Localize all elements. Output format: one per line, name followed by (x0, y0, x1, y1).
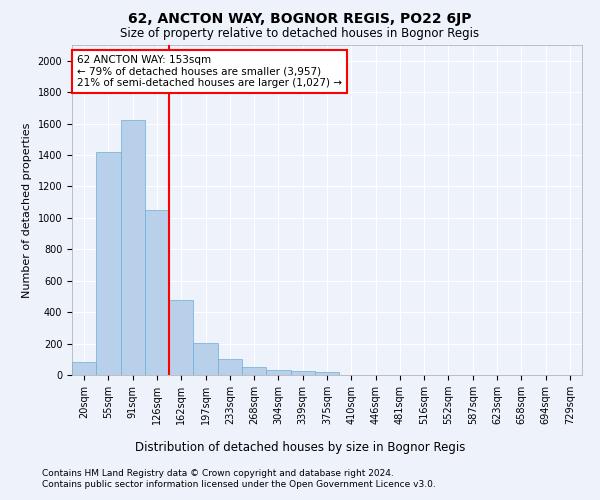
Bar (266, 370, 290, 375)
Bar (218, 360, 242, 375)
Bar (290, 371, 315, 375)
Text: Size of property relative to detached houses in Bognor Regis: Size of property relative to detached ho… (121, 28, 479, 40)
Text: Distribution of detached houses by size in Bognor Regis: Distribution of detached houses by size … (135, 441, 465, 454)
Bar (315, 372, 339, 375)
Bar (96, 152, 121, 375)
Bar (242, 368, 266, 375)
Bar (72, 362, 96, 375)
Text: 62 ANCTON WAY: 153sqm
← 79% of detached houses are smaller (3,957)
21% of semi-d: 62 ANCTON WAY: 153sqm ← 79% of detached … (77, 55, 342, 88)
Bar (121, 120, 145, 375)
Text: 62, ANCTON WAY, BOGNOR REGIS, PO22 6JP: 62, ANCTON WAY, BOGNOR REGIS, PO22 6JP (128, 12, 472, 26)
Bar (193, 343, 218, 375)
Bar (169, 300, 193, 375)
Text: Contains public sector information licensed under the Open Government Licence v3: Contains public sector information licen… (42, 480, 436, 489)
Y-axis label: Number of detached properties: Number of detached properties (22, 122, 32, 298)
Bar (145, 210, 169, 375)
Text: Contains HM Land Registry data © Crown copyright and database right 2024.: Contains HM Land Registry data © Crown c… (42, 468, 394, 477)
